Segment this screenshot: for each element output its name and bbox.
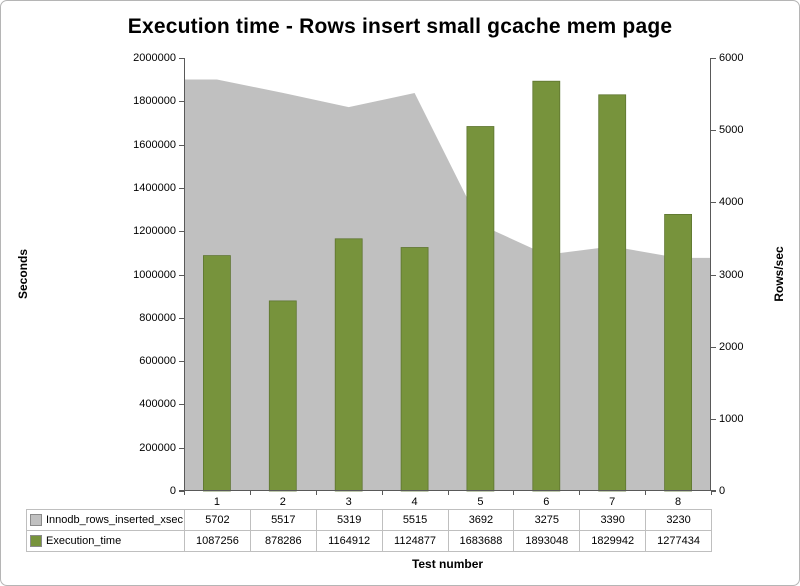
bar-series-bar (598, 94, 627, 492)
table-value-cell: 1124877 (382, 531, 449, 552)
left-axis-tick-label: 1800000 (133, 95, 176, 108)
right-axis-tick-label: 4000 (719, 196, 744, 209)
x-axis-title: Test number (411, 557, 484, 571)
area-series (184, 79, 711, 491)
table-value-cell: 5515 (382, 510, 449, 531)
table-value-cell: 3390 (580, 510, 647, 531)
category-tick-label: 7 (609, 496, 616, 508)
category-tick-label: 3 (345, 496, 352, 508)
table-value-cell: 1277434 (646, 531, 712, 552)
right-axis-title: Rows/sec (772, 246, 786, 302)
right-axis-tick-label: 2000 (719, 340, 744, 353)
table-value-cell: 1829942 (580, 531, 647, 552)
bar-series-bar (334, 238, 363, 492)
series-name: Innodb_rows_inserted_xsec (46, 514, 183, 526)
category-tick-label: 1 (213, 496, 220, 508)
right-axis-tick-label: 0 (719, 485, 726, 497)
left-axis-tick-label: 800000 (139, 311, 176, 324)
category-tick-label: 6 (543, 496, 550, 508)
left-axis-tick-label: 1000000 (133, 268, 176, 281)
area-legend-swatch-icon (30, 514, 42, 526)
left-axis-title: Seconds (16, 248, 30, 300)
table-value-cell: 5517 (250, 510, 317, 531)
table-value-cell: 1683688 (448, 531, 515, 552)
table-value-cell: 5702 (185, 510, 251, 531)
category-tick-label: 5 (477, 496, 484, 508)
chart-title: Execution time - Rows insert small gcach… (127, 15, 673, 38)
category-tick-label: 4 (411, 496, 418, 508)
left-axis-tick-label: 1400000 (133, 181, 176, 194)
series-name: Execution_time (46, 535, 122, 547)
table-value-cell: 878286 (250, 531, 317, 552)
table-value-cell: 1087256 (185, 531, 251, 552)
table-value-cell: 3692 (448, 510, 515, 531)
table-value-cell: 3230 (646, 510, 712, 531)
right-axis-tick-label: 6000 (719, 52, 744, 64)
chart-plot (179, 58, 716, 495)
legend-cell-Execution_time: Execution_time (27, 531, 185, 552)
legend-cell-Innodb_rows_inserted_xsec: Innodb_rows_inserted_xsec (27, 510, 185, 531)
left-axis-tick-label: 400000 (139, 398, 176, 411)
category-tick-label: 8 (675, 496, 682, 508)
right-axis-tick-label: 3000 (719, 268, 744, 281)
right-axis-tick-label: 1000 (719, 412, 744, 425)
bar-legend-swatch-icon (30, 535, 42, 547)
bar-series-bar (664, 213, 693, 492)
bar-series-bar (466, 126, 495, 492)
table-value-cell: 3275 (514, 510, 581, 531)
right-axis-tick-label: 5000 (719, 124, 744, 137)
table-value-cell: 1164912 (316, 531, 383, 552)
bar-series-bar (202, 255, 231, 492)
category-tick-label: 2 (279, 496, 286, 508)
chart-data-table: Innodb_rows_inserted_xsec 5702 5517 5319 551… (26, 509, 712, 552)
left-axis-tick-label: 2000000 (133, 52, 176, 64)
table-value-cell: 1893048 (514, 531, 581, 552)
left-axis-tick-label: 600000 (139, 355, 176, 368)
left-axis-tick-label: 1600000 (133, 138, 176, 151)
bar-series-bar (400, 247, 429, 492)
left-axis-tick-label: 1200000 (133, 225, 176, 238)
bar-series-bar (268, 300, 297, 492)
bar-series-bar (532, 80, 561, 492)
left-axis-tick-label: 200000 (139, 441, 176, 454)
left-axis-tick-label: 0 (169, 485, 176, 497)
table-value-cell: 5319 (316, 510, 383, 531)
